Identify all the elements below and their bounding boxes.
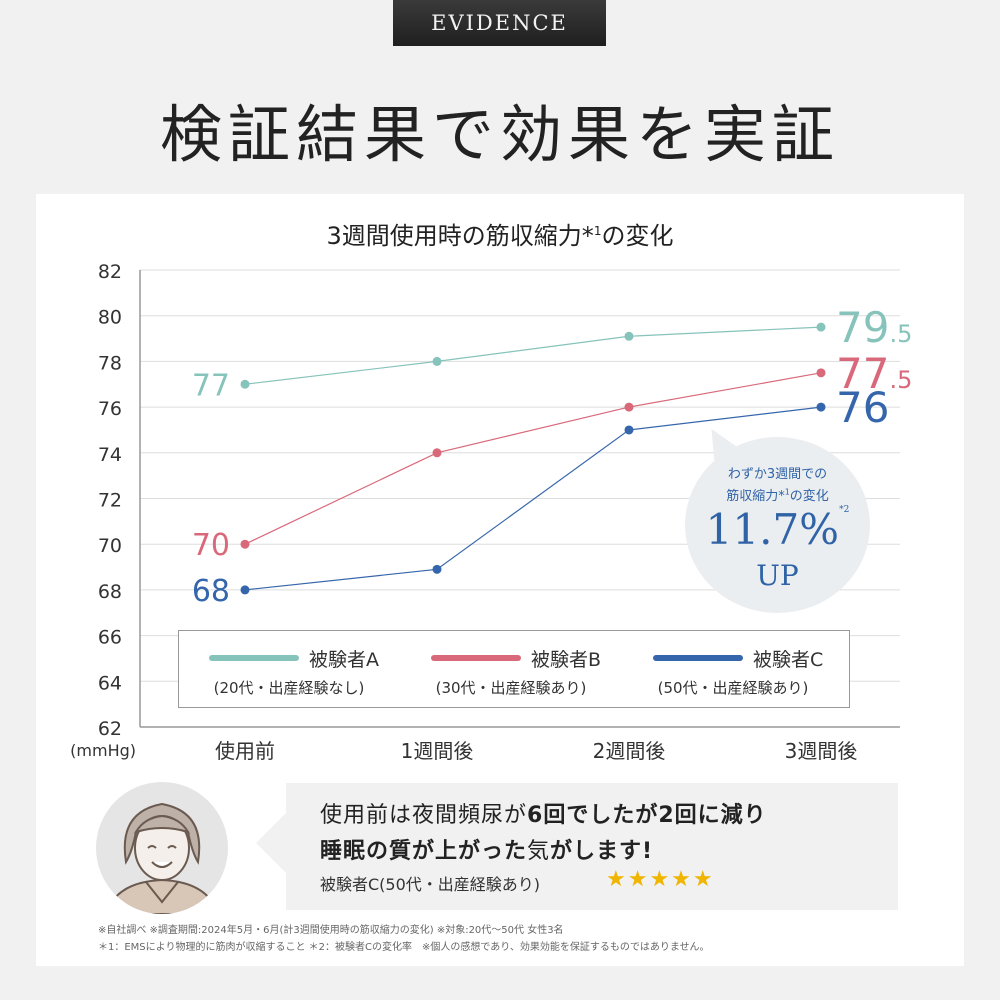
data-point <box>240 539 250 549</box>
legend-sub-c: (50代・出産経験あり) <box>657 679 809 697</box>
testimonial-line1-pre: 使用前は夜間頻尿が <box>320 803 528 828</box>
testimonial-box: 使用前は夜間頻尿が6回でしたが2回に減り 睡眠の質が上がった気がします! 被験者… <box>256 783 898 910</box>
callout-line1: わずか3週間での <box>727 467 828 482</box>
end-value-label: 79.5 <box>836 303 912 352</box>
end-value-main: 76 <box>836 383 889 432</box>
series-line <box>244 326 822 385</box>
start-value-label: 70 <box>192 528 230 563</box>
callout-percent-value: 11.7% <box>705 505 840 554</box>
rating-stars: ★★★★★ <box>606 867 715 892</box>
improvement-callout: わずか3週間での 筋収縮力*1の変化 11.7%*2 UP <box>685 422 870 613</box>
x-tick-label: 3週間後 <box>785 739 858 763</box>
testimonial-line2: 睡眠の質が上がった気がします! <box>320 833 653 865</box>
y-axis-unit: (mmHg) <box>70 741 136 760</box>
callout-percent-sup: *2 <box>839 505 850 515</box>
legend-item-b: 被験者B (30代・出産経験あり) <box>401 631 621 707</box>
callout-line2-main: 筋収縮力* <box>726 489 785 504</box>
y-tick-label: 64 <box>98 672 122 694</box>
y-tick-label: 78 <box>98 352 122 374</box>
testimonial-line2-bold1: 睡眠の質が上がった <box>320 839 528 864</box>
chart-title: 3週間使用時の筋収縮力*1の変化 <box>36 216 964 251</box>
data-point <box>816 322 826 332</box>
data-point <box>240 379 250 389</box>
end-value-label: 76 <box>836 383 889 432</box>
y-tick-label: 66 <box>98 627 122 649</box>
testimonial-line1-bold: 6回でしたが2回に減り <box>527 803 767 828</box>
testimonial-arrow <box>256 813 286 873</box>
callout-line2-tail: の変化 <box>789 489 829 504</box>
legend-item-c: 被験者C (50代・出産経験あり) <box>623 631 843 707</box>
testimonial-author: 被験者C(50代・出産経験あり) <box>320 875 541 894</box>
testimonial-line2-mid: 気 <box>527 839 551 864</box>
legend-name-a: 被験者A <box>309 649 379 671</box>
x-tick-label: 使用前 <box>215 739 275 763</box>
x-tick-label: 1週間後 <box>401 739 474 763</box>
series-line <box>244 372 822 545</box>
chart-title-tail: の変化 <box>601 222 674 250</box>
start-value-label: 77 <box>192 368 230 403</box>
legend-name-b: 被験者B <box>531 649 602 671</box>
legend-line-b <box>431 655 521 661</box>
legend-line-c <box>653 655 743 661</box>
testimonial-line1: 使用前は夜間頻尿が6回でしたが2回に減り <box>320 797 767 829</box>
callout-bubble <box>685 437 870 613</box>
avatar <box>96 782 228 914</box>
end-value-main: 77 <box>836 349 889 398</box>
y-tick-label: 76 <box>98 398 122 420</box>
y-tick-label: 62 <box>98 718 122 740</box>
end-value-decimal: .5 <box>889 366 912 394</box>
legend-name-c: 被験者C <box>753 649 824 671</box>
data-point <box>432 448 442 458</box>
end-value-main: 79 <box>836 303 889 352</box>
evidence-badge: EVIDENCE <box>393 0 606 46</box>
y-tick-label: 80 <box>98 307 122 329</box>
legend-sub-b: (30代・出産経験あり) <box>435 679 587 697</box>
y-tick-label: 70 <box>98 535 122 557</box>
chart-legend: 被験者A (20代・出産経験なし) 被験者B (30代・出産経験あり) 被験者C… <box>178 630 850 708</box>
chart-title-sup: 1 <box>593 224 602 238</box>
data-point <box>432 356 442 366</box>
legend-sub-a: (20代・出産経験なし) <box>213 679 365 697</box>
footnote-line2: ＊1：EMSにより物理的に筋肉が収縮すること ＊2：被験者Cの変化率 ※個人の感… <box>98 942 710 953</box>
data-point <box>624 402 634 412</box>
end-value-decimal: .5 <box>889 320 912 348</box>
testimonial-line2-bold2: がします! <box>550 839 654 864</box>
x-tick-label: 2週間後 <box>593 739 666 763</box>
callout-line2-sup: 1 <box>784 487 790 497</box>
footnotes: ※自社調べ ※調査期間:2024年5月・6月(計3週間使用時の筋収縮力の変化) … <box>98 922 710 956</box>
data-point <box>624 425 634 435</box>
callout-up: UP <box>756 559 799 592</box>
legend-line-a <box>209 655 299 661</box>
data-point <box>240 585 250 595</box>
data-point <box>432 564 442 574</box>
end-value-label: 77.5 <box>836 349 912 398</box>
headline: 検証結果で効果を実証 <box>159 98 840 171</box>
chart-title-main: 3週間使用時の筋収縮力* <box>326 222 594 250</box>
callout-line2: 筋収縮力*1の変化 <box>685 485 870 504</box>
y-tick-label: 74 <box>98 444 122 466</box>
callout-percent: 11.7%*2 <box>685 505 870 554</box>
start-value-label: 68 <box>192 574 230 609</box>
y-tick-label: 68 <box>98 581 122 603</box>
legend-item-a: 被験者A (20代・出産経験なし) <box>179 631 399 707</box>
footnote-line1: ※自社調べ ※調査期間:2024年5月・6月(計3週間使用時の筋収縮力の変化) … <box>98 925 564 936</box>
y-tick-label: 72 <box>98 490 122 512</box>
data-point <box>624 331 634 341</box>
data-point <box>816 368 826 378</box>
data-point <box>816 402 826 412</box>
woman-portrait-icon <box>104 802 220 914</box>
y-tick-label: 82 <box>98 261 122 283</box>
series-line <box>244 406 822 591</box>
